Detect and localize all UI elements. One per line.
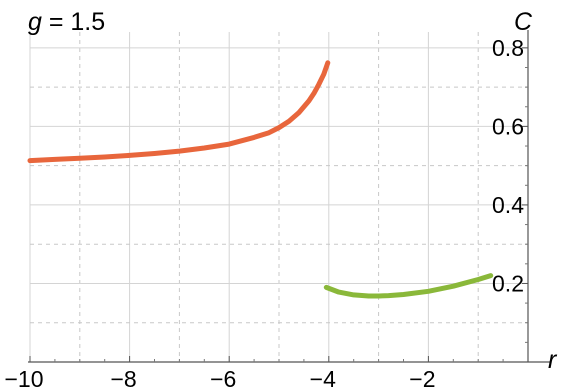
x-axis-label: r [548, 346, 558, 374]
x-tick-label: −4 [310, 366, 336, 392]
x-tick-label: −8 [110, 366, 136, 392]
chart-title: g = 1.5 [28, 8, 105, 36]
x-tick-label: −6 [210, 366, 236, 392]
x-tick-label: −10 [4, 366, 43, 392]
series-line-2 [323, 273, 494, 299]
y-tick-label: 0.2 [492, 270, 524, 296]
series-line-1 [27, 60, 331, 164]
series [27, 60, 494, 299]
x-tick-label: −2 [409, 366, 435, 392]
chart-title-rest: = 1.5 [42, 8, 105, 36]
y-tick-label: 0.4 [492, 192, 524, 218]
ticks: −10 −8 −6 −4 −2 0.2 0.4 0.6 0.8 [4, 35, 528, 392]
y-tick-label: 0.8 [492, 35, 524, 61]
y-axis-label: C [514, 8, 533, 36]
chart-title-variable: g [28, 8, 42, 36]
y-tick-label: 0.6 [492, 113, 524, 139]
grid [29, 32, 529, 362]
axes [28, 30, 550, 363]
